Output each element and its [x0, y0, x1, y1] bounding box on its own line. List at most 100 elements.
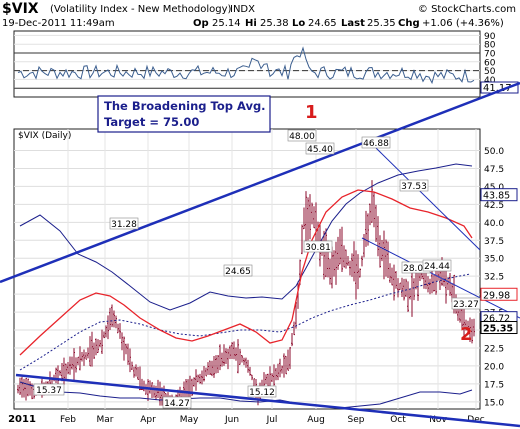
price-label-box [287, 129, 317, 142]
main-tick-label: 32.5 [484, 273, 504, 283]
main-tick-label: 47.5 [484, 165, 504, 175]
header-open-label: Op [193, 18, 209, 29]
header-low-value: 24.65 [308, 18, 337, 29]
indicator-tick-label: 80 [484, 41, 496, 51]
red-moving-average [19, 189, 473, 356]
right-axis-badge-label: 25.35 [483, 324, 513, 335]
x-axis-label: Aug [307, 415, 325, 425]
x-axis-label: 2011 [8, 414, 36, 425]
annotation-line-1: The Broadening Top Avg. [104, 99, 266, 113]
main-tick-label: 50.0 [484, 147, 504, 157]
x-axis-label: Apr [140, 415, 156, 425]
main-tick-label: 22.5 [484, 344, 504, 354]
right-axis-badge [480, 321, 518, 335]
indicator-tick-label: 70 [484, 50, 496, 60]
price-label-box [305, 142, 335, 155]
channel-lower-trendline [361, 237, 520, 319]
price-label: 46.88 [363, 139, 389, 149]
price-label-box [33, 383, 65, 396]
header-date-time: 19-Dec-2011 11:49am [2, 18, 115, 29]
price-label: 45.40 [307, 145, 333, 155]
right-axis-badge-label: 26.72 [483, 314, 510, 325]
price-label-box [361, 136, 391, 149]
indicator-line [17, 46, 475, 85]
main-series-label: $VIX (Daily) [18, 131, 71, 141]
indicator-panel-frame [13, 30, 481, 98]
dotted-moving-average [19, 273, 471, 371]
x-axis-label: Nov [429, 415, 447, 425]
price-point-labels: 15.37 31.28 14.27 24.65 15.12 48.00 45.40 30.81… [33, 129, 481, 409]
main-tick-labels: 15.017.520.022.525.027.530.032.535.037.5… [484, 147, 504, 408]
price-label-box [109, 217, 139, 230]
main-tick-label: 35.0 [484, 255, 504, 265]
header-high-label: Hi [245, 18, 257, 29]
price-label: 30.81 [305, 243, 331, 253]
price-label-box [451, 297, 481, 310]
right-axis-badge [480, 287, 518, 301]
x-axis-label: Jun [224, 415, 239, 425]
header-chg-label: Chg [398, 18, 420, 29]
header-symbol: $VIX [2, 1, 39, 17]
price-label-box [303, 240, 333, 253]
header-last-value: 25.35 [367, 18, 396, 29]
price-label: 37.53 [401, 182, 427, 192]
price-label: 15.12 [249, 388, 275, 398]
price-label: 31.28 [111, 220, 137, 230]
x-axis-label: Dec [467, 415, 484, 425]
dark-blue-moving-average [19, 163, 473, 311]
x-axis-label: Feb [60, 415, 76, 425]
wave-label-2: 2 [460, 324, 473, 345]
main-tick-label: 17.5 [484, 380, 504, 390]
price-label: 48.00 [289, 132, 315, 142]
price-label: 24.65 [225, 267, 251, 277]
indicator-tick-label: 40 [484, 76, 496, 86]
header-low-label: Lo [292, 18, 305, 29]
right-axis-badge-label: 29.98 [483, 290, 510, 301]
header-open-value: 25.14 [212, 18, 241, 29]
x-axis-label: Oct [390, 415, 406, 425]
price-label: 15.37 [36, 386, 62, 396]
indicator-tick-label: 50 [484, 67, 496, 77]
annotation-box [97, 95, 271, 133]
price-label: 28.08 [403, 264, 429, 274]
header-chg-value: +1.06 (+4.36%) [422, 18, 504, 29]
broadening-top-upper-trendline [0, 81, 520, 284]
price-label-box [247, 385, 277, 398]
broadening-top-lower-trendline [15, 373, 520, 428]
right-axis-badge [480, 188, 518, 202]
header-exchange: INDX [230, 4, 255, 15]
channel-upper-trendline [375, 147, 481, 251]
dark-blue-lower-band [19, 381, 473, 409]
broadening-top-annotation: The Broadening Top Avg. Target = 75.00 [97, 95, 271, 133]
indicator-grid [14, 34, 480, 89]
x-axis-labels: 2011 Feb Mar Apr May Jun Jul Aug Sep Oct Nov Dec [8, 414, 485, 425]
x-axis-label: Mar [97, 415, 114, 425]
right-axis-badge-label: 43.85 [483, 191, 510, 202]
main-tick-label: 40.0 [484, 219, 504, 229]
price-label: 14.27 [164, 399, 190, 409]
header-name: (Volatility Index - New Methodology) [50, 4, 232, 15]
main-panel: 15.017.520.022.525.027.530.032.535.037.5… [0, 81, 520, 428]
main-tick-label: 37.5 [484, 237, 504, 247]
wave-label-1: 1 [305, 102, 318, 123]
x-axis-label: Jul [266, 415, 278, 425]
indicator-tick-label: 60 [484, 58, 496, 68]
price-label-box [422, 259, 452, 272]
price-label-box [223, 264, 253, 277]
indicator-tick-label: 90 [484, 32, 496, 42]
price-label: 23.27 [453, 300, 479, 310]
header-last-label: Last [341, 18, 365, 29]
main-tick-label: 45.0 [484, 183, 504, 193]
annotation-line-2: Target = 75.00 [104, 115, 199, 129]
indicator-panel: 90807060504030 41.17 [13, 30, 519, 98]
main-tick-label: 42.5 [484, 201, 504, 211]
x-axis-label: May [180, 415, 199, 425]
main-tick-label: 15.0 [484, 398, 504, 408]
watermark: © StockCharts.com [418, 4, 516, 15]
price-label-box [162, 396, 192, 409]
price-label: 24.44 [424, 262, 450, 272]
price-label-box [399, 179, 429, 192]
indicator-current-value: 41.17 [483, 83, 512, 94]
